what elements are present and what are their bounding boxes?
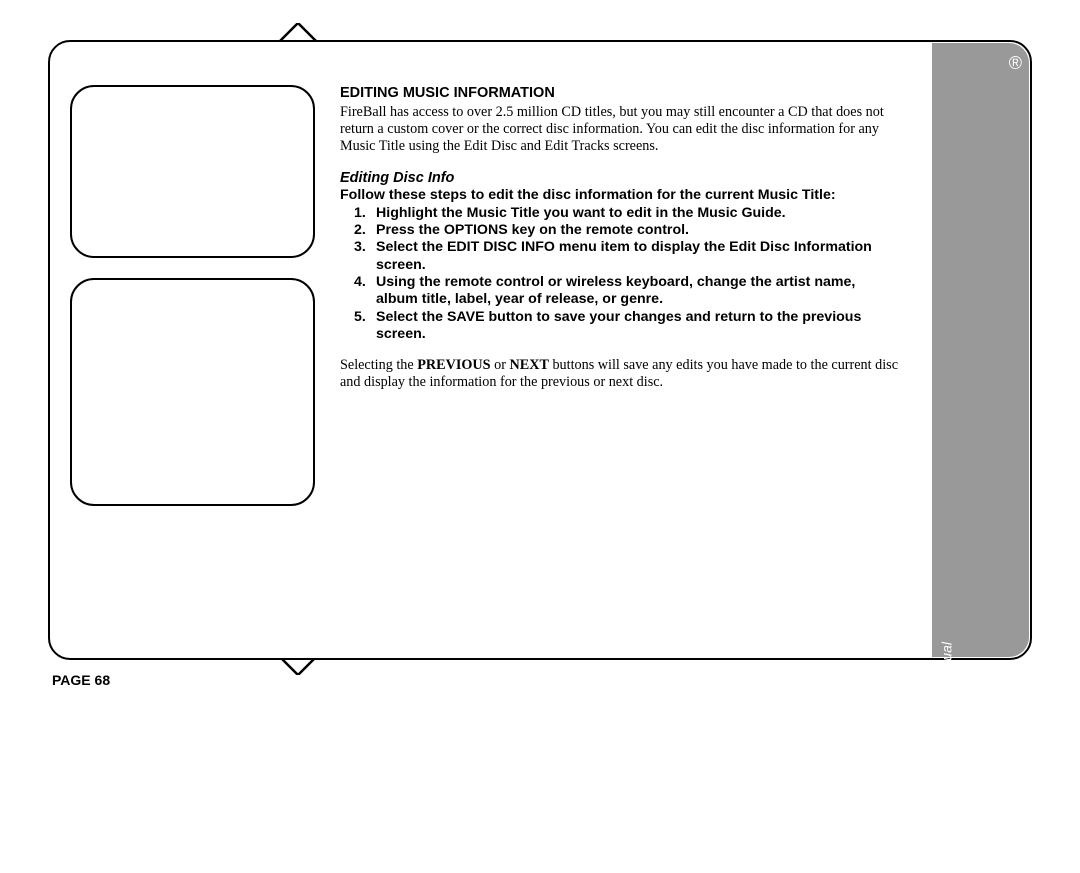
section-heading: EDITING MUSIC INFORMATION xyxy=(340,85,900,103)
list-item: 4.Using the remote control or wireless k… xyxy=(354,274,900,309)
body-text: EDITING MUSIC INFORMATION FireBall has a… xyxy=(340,85,900,392)
list-item: 2.Press the OPTIONS key on the remote co… xyxy=(354,222,900,239)
product-name: FireBall™ DVDM-300 User's Manual xyxy=(938,642,954,873)
sidebar: ESCIENT xyxy=(932,43,1029,657)
screenshot-placeholder-1 xyxy=(70,85,315,258)
list-item: 3.Select the EDIT DISC INFO menu item to… xyxy=(354,239,900,274)
list-item: 5.Select the SAVE button to save your ch… xyxy=(354,309,900,344)
steps-list: 1.Highlight the Music Title you want to … xyxy=(340,205,900,344)
page-number: PAGE 68 xyxy=(52,672,110,688)
screenshot-placeholder-2 xyxy=(70,278,315,506)
registered-mark: ® xyxy=(1009,53,1022,74)
steps-intro: Follow these steps to edit the disc info… xyxy=(340,187,900,204)
intro-paragraph: FireBall has access to over 2.5 million … xyxy=(340,104,900,156)
list-item: 1.Highlight the Music Title you want to … xyxy=(354,205,900,222)
closing-paragraph: Selecting the PREVIOUS or NEXT buttons w… xyxy=(340,357,900,392)
subheading: Editing Disc Info xyxy=(340,170,900,188)
